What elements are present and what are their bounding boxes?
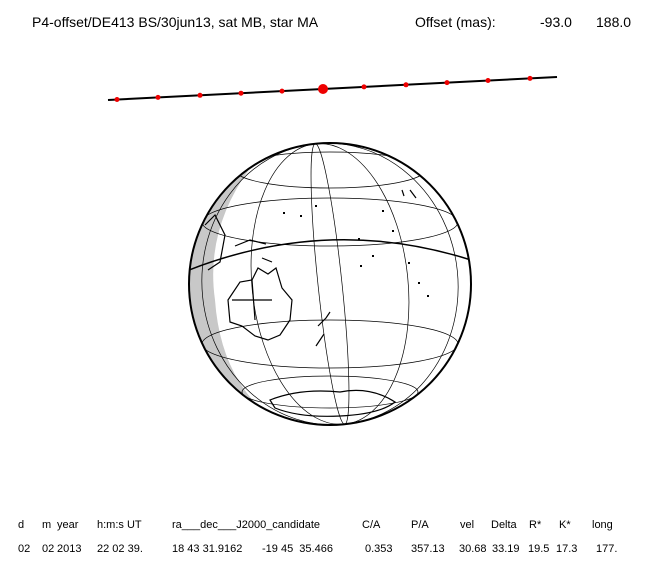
track-points (114, 75, 533, 102)
title: P4-offset/DE413 BS/30jun13, sat MB, star… (32, 14, 319, 30)
column-header: m (42, 519, 51, 531)
column-header: long (592, 519, 613, 531)
column-header: K* (559, 519, 571, 531)
table-cell: 19.5 (528, 543, 549, 555)
table-cell: 17.3 (556, 543, 577, 555)
offset-label: Offset (mas): (415, 14, 496, 30)
table-cell: 0.353 (365, 543, 393, 555)
column-header: Delta (491, 519, 518, 531)
track (107, 75, 558, 102)
column-header: h:m:s UT (97, 519, 142, 531)
column-header: year (57, 519, 79, 531)
column-header: d (18, 519, 24, 531)
table-cell: 30.68 (459, 543, 487, 555)
table-cell: 357.13 (411, 543, 445, 555)
offset-x: -93.0 (540, 14, 572, 30)
column-header: ra___dec___J2000_candidate (172, 519, 320, 531)
table-cell: 02 (42, 543, 54, 555)
column-header: P/A (411, 519, 429, 531)
table-cell: 2013 (57, 543, 81, 555)
table-cell: 33.19 (492, 543, 520, 555)
table-cell: -19 45 35.466 (262, 543, 333, 555)
column-header: R* (529, 519, 542, 531)
data-table: d m year h:m:s UT ra___dec___J2000_candidate… (18, 519, 617, 555)
globe (188, 142, 472, 426)
column-header: C/A (362, 519, 381, 531)
table-cell: 177. (596, 543, 617, 555)
table-cell: 02 (18, 543, 30, 555)
offset-y: 188.0 (596, 14, 631, 30)
track-line (107, 76, 558, 101)
table-cell: 18 43 31.9162 (172, 543, 242, 555)
table-cell: 22 02 39. (97, 543, 143, 555)
column-header: vel (460, 519, 474, 531)
